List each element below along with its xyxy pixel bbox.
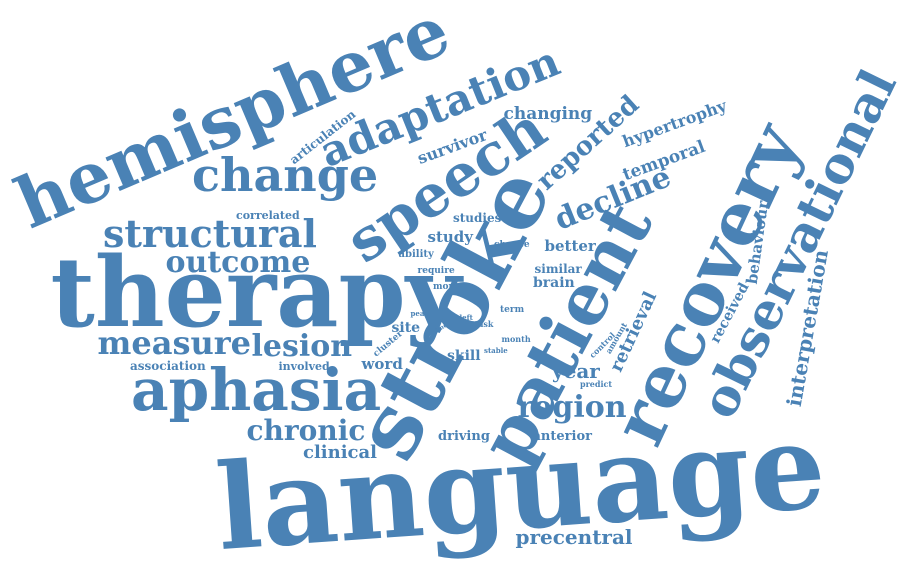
word-change: change xyxy=(192,148,379,202)
word-precentral: precentral xyxy=(515,525,633,549)
word-study: study xyxy=(427,227,473,246)
word-require: require xyxy=(417,265,455,276)
word-better: better xyxy=(544,236,596,255)
word-site: site xyxy=(391,320,421,336)
word-peak: peak xyxy=(410,308,430,318)
word-therapy: therapy xyxy=(50,236,462,349)
word-measure: measure xyxy=(97,324,251,362)
word-driving: driving xyxy=(438,428,490,444)
word-chance: chance xyxy=(494,239,530,250)
word-fluid: fluid xyxy=(440,307,448,323)
word-lesion: lesion xyxy=(251,329,353,364)
word-more: more xyxy=(433,281,459,292)
word-task: task xyxy=(474,319,494,329)
word-changing: changing xyxy=(503,103,593,124)
word-similar: similar xyxy=(534,262,582,276)
word-association: association xyxy=(130,359,206,373)
word-brain: brain xyxy=(533,275,575,291)
word-month: month xyxy=(501,334,531,344)
word-structural: structural xyxy=(103,211,317,256)
word-aphasia: aphasia xyxy=(131,356,382,424)
word-outcome: outcome xyxy=(165,245,311,280)
word-skill: skill xyxy=(447,348,481,364)
word-word: word xyxy=(361,354,403,373)
word-clinical: clinical xyxy=(303,442,378,463)
word-ability: ability xyxy=(398,249,434,260)
word-correlated: correlated xyxy=(236,208,300,222)
word-left: left xyxy=(459,312,473,322)
word-predict: predict xyxy=(580,379,613,389)
word-stable: stable xyxy=(484,345,508,355)
word-year: year xyxy=(552,359,600,383)
word-anterior: anterior xyxy=(532,428,592,444)
word-term: term xyxy=(500,304,525,315)
word-region: region xyxy=(517,390,627,425)
word-involved: involved xyxy=(278,359,330,373)
word-studies: studies xyxy=(453,211,502,225)
word-chronic: chronic xyxy=(246,414,366,447)
